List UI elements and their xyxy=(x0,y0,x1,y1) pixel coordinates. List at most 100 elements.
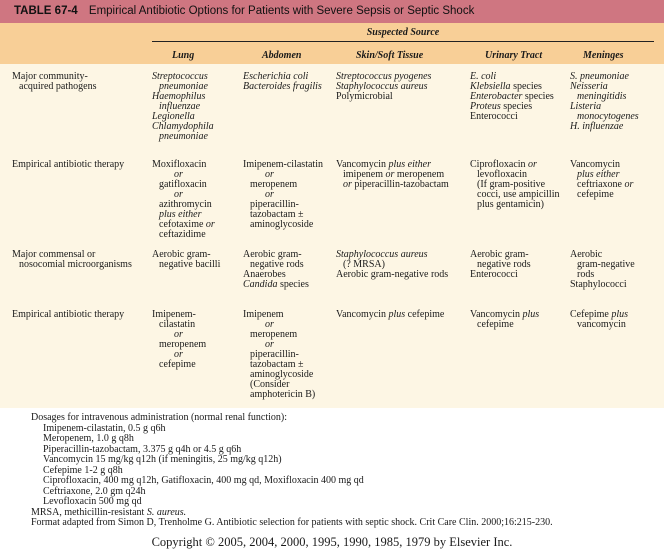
cell-line: Escherichia coli xyxy=(243,72,322,82)
cell-urinary: Ciprofloxacin or levofloxacin (If gram-pos… xyxy=(470,160,559,210)
cell-text: acquired pathogens xyxy=(19,81,97,92)
dosage-line: Imipenem-cilastatin, 0.5 g q6h xyxy=(43,422,166,434)
cell-text: species xyxy=(510,81,542,92)
cell-text: Aerobic gram- xyxy=(152,249,211,260)
row-label: Empirical antibiotic therapy xyxy=(12,160,124,170)
cell-line: Proteus species xyxy=(470,102,554,112)
cell-line: Enterococci xyxy=(470,270,531,280)
cell-text: negative rods xyxy=(477,259,531,270)
cell-line: gram-negative xyxy=(570,260,635,270)
cell-text: Staphylococcus aureus xyxy=(336,249,428,260)
dosage-line: Meropenem, 1.0 g q8h xyxy=(43,433,134,444)
cell-text: negative rods xyxy=(250,259,304,270)
cell-line: aminoglycoside xyxy=(243,370,315,380)
cell-text: cocci, use ampicillin xyxy=(477,189,560,200)
cell-line: Legionella xyxy=(152,112,214,122)
cell-line: azithromycin xyxy=(152,200,215,210)
dosage-line: Cefepime 1-2 g q8h xyxy=(43,464,123,476)
cell-text: or xyxy=(265,169,274,180)
cell-text: Empirical antibiotic therapy xyxy=(12,309,125,320)
cell-line: or xyxy=(243,170,323,180)
cell-text: meropenem xyxy=(250,329,298,340)
dosage-line: Vancomycin 15 mg/kg q12h (if meningitis,… xyxy=(43,454,282,465)
cell-line: Bacteroides fragilis xyxy=(243,82,322,92)
cell-text: Streptococcus xyxy=(152,71,208,82)
cell-line: negative rods xyxy=(470,260,531,270)
cell-text: Vancomycin xyxy=(336,309,389,320)
cell-text: or xyxy=(528,159,537,170)
cell-line: meropenem xyxy=(152,340,206,350)
cell-text: cefepime xyxy=(477,319,514,330)
cell-text: aminoglycoside xyxy=(250,219,314,230)
cell-text: plus either xyxy=(159,209,202,220)
cell-line: Staphylococcus aureus xyxy=(336,82,431,92)
cell-line: cefepime xyxy=(570,190,633,200)
cell-text: Vancomycin xyxy=(336,159,389,170)
cell-abdomen: Imipenem-cilastatin or meropenem or piperaci… xyxy=(243,160,323,230)
table-number: TABLE 67-4 xyxy=(14,5,78,17)
cell-text: species xyxy=(277,279,309,290)
cell-line: Vancomycin plus xyxy=(470,310,539,320)
cell-line: meningitidis xyxy=(570,92,639,102)
cell-text: Moxifloxacin xyxy=(152,159,207,170)
cell-line: (If gram-positive xyxy=(470,180,559,190)
cell-line: Aerobic gram- xyxy=(152,250,220,260)
cell-text: tazobactam ± xyxy=(250,359,304,370)
cell-text: Aerobic gram- xyxy=(470,249,529,260)
cell-text: Listeria xyxy=(570,101,602,112)
cell-text: plus xyxy=(522,309,540,320)
cell-line: negative rods xyxy=(243,260,309,270)
cell-text: aminoglycoside xyxy=(250,369,314,380)
cell-line: E. coli xyxy=(470,72,554,82)
cell-urinary: Aerobic gram-negative rods Enterococci xyxy=(470,250,531,280)
table-title: TABLE 67-4 Empirical Antibiotic Options … xyxy=(14,5,474,17)
cell-line: cilastatin xyxy=(152,320,206,330)
cell-line: meropenem xyxy=(243,330,315,340)
cell-text: or xyxy=(385,169,395,180)
mrsa-note: MRSA, methicillin-resistant S. aureus. xyxy=(31,506,553,519)
cell-line: (? MRSA) xyxy=(336,260,448,270)
cell-line: Polymicrobial xyxy=(336,92,431,102)
dosage-line: Piperacillin-tazobactam, 3.375 g q4h or … xyxy=(43,443,242,455)
cell-line: pneumoniae xyxy=(152,132,214,142)
cell-text: Vancomycin xyxy=(570,159,620,170)
cell-text: Haemophilus xyxy=(152,91,206,102)
cell-text: ceftazidime xyxy=(159,229,206,240)
cell-text: plus either xyxy=(388,159,432,170)
table-title-text: Empirical Antibiotic Options for Patient… xyxy=(88,5,475,17)
cell-line: cefepime xyxy=(152,360,206,370)
cell-text: Vancomycin xyxy=(470,309,523,320)
cell-text: plus gentamicin) xyxy=(477,199,544,210)
cell-text: plus either xyxy=(577,169,620,180)
cell-line: Aerobic gram- xyxy=(243,250,309,260)
cell-text: ceftriaxone xyxy=(577,179,625,190)
cell-urinary: E. coli Klebsiella species Enterobacter sp… xyxy=(470,72,554,122)
cell-text: piperacillin- xyxy=(250,349,299,360)
cell-text: meropenem xyxy=(250,179,298,190)
dosage-line: Ceftriaxone, 2.0 gm q24h xyxy=(43,485,146,497)
cell-text: or xyxy=(624,179,634,190)
cell-text: imipenem xyxy=(343,169,386,180)
cell-text: plus xyxy=(388,309,406,320)
cell-line: aminoglycoside xyxy=(243,220,323,230)
cell-text: (Consider xyxy=(250,379,290,390)
cell-text: pneumoniae xyxy=(159,81,208,92)
cell-line: imipenem or meropenem xyxy=(336,170,449,180)
cell-line: H. influenzae xyxy=(570,122,639,132)
cell-line: plus either xyxy=(152,210,215,220)
cell-line: Major commensal or xyxy=(12,250,132,260)
row-label: Empirical antibiotic therapy xyxy=(12,310,124,320)
cell-line: Cefepime plus xyxy=(570,310,628,320)
cell-line: Ciprofloxacin or xyxy=(470,160,559,170)
cell-abdomen: Imipenem or meropenem or piperacillin-tazoba… xyxy=(243,310,315,400)
row-label: Major community-acquired pathogens xyxy=(12,72,96,92)
cell-text: Cefepime xyxy=(570,309,612,320)
cell-text: piperacillin- xyxy=(250,199,299,210)
cell-text: meropenem xyxy=(394,169,445,180)
cell-abdomen: Aerobic gram-negative rods Anaerobes Candi… xyxy=(243,250,309,290)
cell-line: cefotaxime or xyxy=(152,220,215,230)
cell-line: cocci, use ampicillin xyxy=(470,190,559,200)
group-header: Suspected Source xyxy=(366,27,440,38)
mrsa-note-organism: S. aureus. xyxy=(146,506,187,518)
col-header-meninges: Meninges xyxy=(583,50,624,61)
